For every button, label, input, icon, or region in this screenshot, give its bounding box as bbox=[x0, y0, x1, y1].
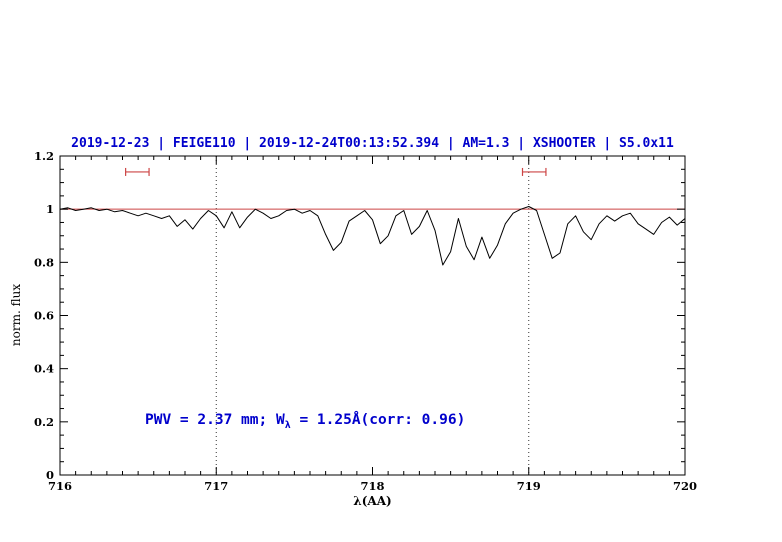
plot-title: 2019-12-23 | FEIGE110 | 2019-12-24T00:13… bbox=[71, 136, 674, 151]
y-tick-label: 1 bbox=[46, 202, 54, 216]
y-tick-label: 0.8 bbox=[34, 255, 54, 269]
y-tick-label: 1.2 bbox=[34, 149, 54, 163]
y-tick-label: 0.6 bbox=[34, 309, 54, 323]
x-tick-label: 719 bbox=[517, 479, 541, 493]
y-axis-label: norm. flux bbox=[9, 283, 23, 347]
y-tick-label: 0.2 bbox=[34, 415, 54, 429]
x-tick-label: 718 bbox=[360, 479, 384, 493]
pwv-annotation-prefix: PWV = 2.37 mm; W bbox=[145, 412, 285, 428]
x-tick-label: 716 bbox=[48, 479, 72, 493]
x-tick-label: 720 bbox=[673, 479, 697, 493]
x-axis-label: λ(AA) bbox=[353, 494, 392, 508]
x-tick-label: 717 bbox=[204, 479, 228, 493]
pwv-annotation-sub: λ bbox=[284, 419, 291, 431]
y-tick-label: 0.4 bbox=[34, 362, 54, 376]
y-tick-label: 0 bbox=[46, 468, 54, 482]
pwv-annotation: PWV = 2.37 mm; Wλ = 1.25Å(corr: 0.96) bbox=[145, 412, 465, 431]
pwv-annotation-suffix: = 1.25Å(corr: 0.96) bbox=[290, 412, 466, 428]
spectrum-line bbox=[59, 206, 686, 266]
